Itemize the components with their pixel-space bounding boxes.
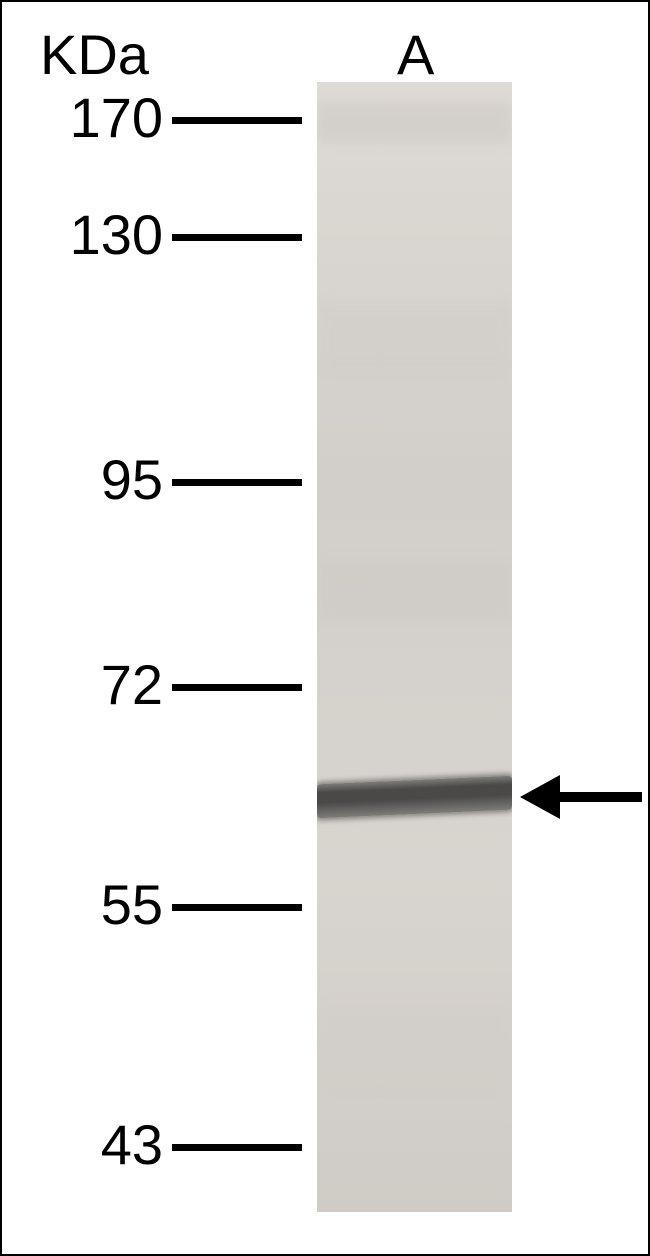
band-arrow <box>2 2 648 1254</box>
arrow-head-icon <box>520 775 560 819</box>
blot-figure: KDa 17013095725543 A <box>0 0 650 1256</box>
arrow-shaft <box>558 792 642 802</box>
